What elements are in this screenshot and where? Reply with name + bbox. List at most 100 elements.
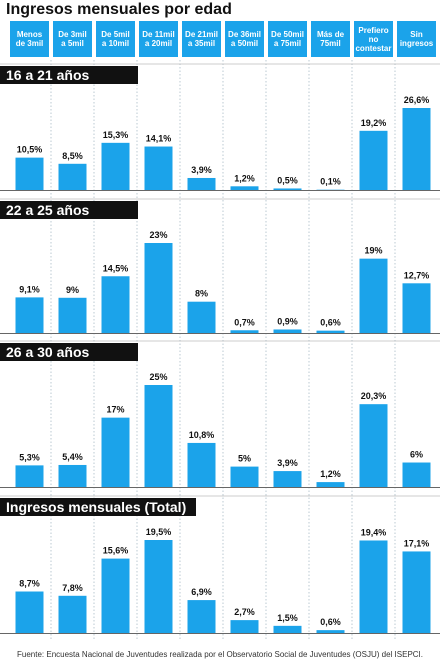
panel-title: 26 a 30 años [6,344,89,360]
bar [187,301,216,333]
bar [58,297,87,333]
bar [15,591,44,633]
category-label: De 5mil a 10mil [96,21,135,57]
value-label: 5,4% [62,452,83,462]
category-label: De 50mil a 75mil [268,21,307,57]
bar [230,330,259,333]
value-label: 26,6% [404,95,430,105]
value-label: 1,2% [234,173,255,183]
bar [359,404,388,487]
value-label: 19,4% [361,527,387,537]
bar [273,625,302,633]
value-label: 19% [364,246,382,256]
value-label: 0,1% [320,177,341,187]
bar [273,471,302,487]
value-label: 2,7% [234,607,255,617]
panel-title-bg [0,498,196,516]
value-label: 23% [149,230,167,240]
bar [187,600,216,633]
bar [58,163,87,190]
category-label: Prefiero no contestar [354,21,393,57]
value-label: 10,5% [17,145,43,155]
value-label: 1,5% [277,613,298,623]
value-label: 5,3% [19,452,40,462]
bar [230,186,259,190]
bar [316,482,345,487]
bar [273,188,302,190]
bar [187,442,216,487]
value-label: 15,3% [103,130,129,140]
category-label: Sin ingresos [397,21,436,57]
value-label: 3,9% [277,458,298,468]
value-label: 19,2% [361,118,387,128]
value-label: 0,6% [320,617,341,627]
bar [144,540,173,633]
bar [230,620,259,633]
value-label: 9,1% [19,284,40,294]
title: Ingresos mensuales por edad [6,1,232,18]
category-label: De 3mil a 5mil [53,21,92,57]
bar [359,540,388,633]
value-label: 17,1% [404,538,430,548]
bar [402,108,431,190]
bar [101,276,130,333]
value-label: 6,9% [191,587,212,597]
bar [402,551,431,633]
value-label: 10,8% [189,430,215,440]
panel-title: 16 a 21 años [6,67,89,83]
panel-title-bg [0,343,138,361]
bar [15,297,44,333]
value-label: 20,3% [361,391,387,401]
value-label: 8,5% [62,151,83,161]
bar [273,329,302,333]
value-label: 8% [195,289,208,299]
category-label: De 36mil a 50mil [225,21,264,57]
value-label: 14,1% [146,134,172,144]
value-label: 25% [149,372,167,382]
bar [316,330,345,333]
bar [144,146,173,190]
value-label: 0,7% [234,317,255,327]
bar [15,465,44,487]
bar [101,417,130,487]
bar [58,464,87,487]
panel-title: 22 a 25 años [6,202,89,218]
value-label: 19,5% [146,527,172,537]
bar [316,630,345,633]
bar [402,283,431,333]
bar [402,462,431,487]
value-label: 8,7% [19,579,40,589]
category-label: Más de 75mil [311,21,350,57]
value-label: 3,9% [191,165,212,175]
value-label: 0,6% [320,318,341,328]
bar [15,157,44,190]
value-label: 7,8% [62,583,83,593]
value-label: 6% [410,450,423,460]
value-label: 0,9% [277,316,298,326]
value-label: 1,2% [320,469,341,479]
category-label: De 21mil a 35mil [182,21,221,57]
category-label: De 11mil a 20mil [139,21,178,57]
value-label: 5% [238,454,251,464]
panel-title: Ingresos mensuales (Total) [6,499,186,515]
value-label: 17% [106,405,124,415]
bar [101,142,130,190]
bar [230,466,259,487]
category-label: Menos de 3mil [10,21,49,57]
bar [144,243,173,333]
bar [101,558,130,633]
value-label: 0,5% [277,175,298,185]
panel-title-bg [0,201,138,219]
source: Fuente: Encuesta Nacional de Juventudes … [17,650,423,659]
value-label: 12,7% [404,270,430,280]
value-label: 9% [66,285,79,295]
bar [58,595,87,633]
bar [359,130,388,190]
bar [144,385,173,487]
bar [187,177,216,190]
panel-title-bg [0,66,138,84]
bar [359,258,388,333]
value-label: 15,6% [103,546,129,556]
